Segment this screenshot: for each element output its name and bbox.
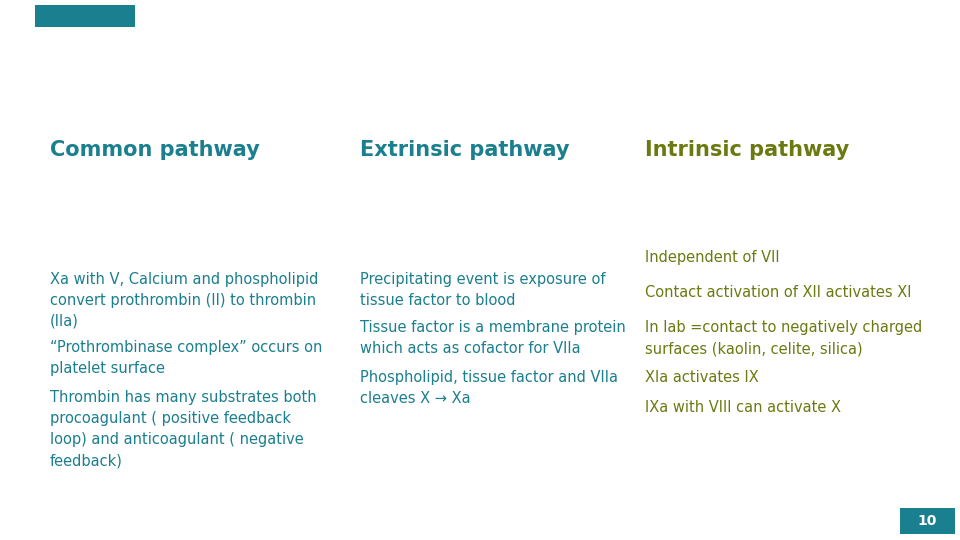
Text: “Prothrombinase complex” occurs on
platelet surface: “Prothrombinase complex” occurs on plate… bbox=[50, 340, 323, 376]
Text: Extrinsic pathway: Extrinsic pathway bbox=[360, 140, 569, 160]
Text: Common pathway: Common pathway bbox=[50, 140, 260, 160]
Text: XIa activates IX: XIa activates IX bbox=[645, 370, 758, 385]
Text: Precipitating event is exposure of
tissue factor to blood: Precipitating event is exposure of tissu… bbox=[360, 272, 606, 308]
Text: Xa with V, Calcium and phospholipid
convert prothrombin (II) to thrombin
(IIa): Xa with V, Calcium and phospholipid conv… bbox=[50, 272, 319, 329]
Text: Thrombin has many substrates both
procoagulant ( positive feedback
loop) and ant: Thrombin has many substrates both procoa… bbox=[50, 390, 317, 468]
Text: IXa with VIII can activate X: IXa with VIII can activate X bbox=[645, 400, 841, 415]
Text: Contact activation of XII activates XI: Contact activation of XII activates XI bbox=[645, 285, 911, 300]
Bar bbox=[900, 508, 955, 534]
Text: Phospholipid, tissue factor and VIIa
cleaves X → Xa: Phospholipid, tissue factor and VIIa cle… bbox=[360, 370, 618, 406]
Text: Independent of VII: Independent of VII bbox=[645, 250, 780, 265]
Text: 10: 10 bbox=[918, 514, 937, 528]
Text: Intrinsic pathway: Intrinsic pathway bbox=[645, 140, 850, 160]
Text: Tissue factor is a membrane protein
which acts as cofactor for VIIa: Tissue factor is a membrane protein whic… bbox=[360, 320, 626, 356]
Text: In lab =contact to negatively charged
surfaces (kaolin, celite, silica): In lab =contact to negatively charged su… bbox=[645, 320, 923, 356]
Bar bbox=[35, 5, 135, 27]
